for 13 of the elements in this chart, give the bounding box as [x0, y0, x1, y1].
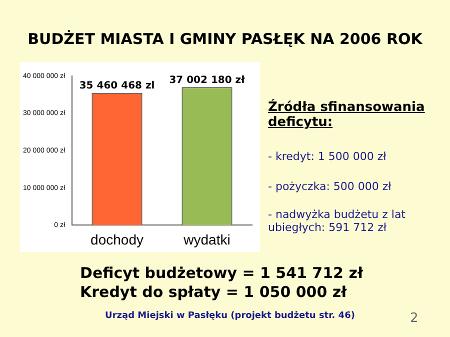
- data-label: 35 460 468 zl: [79, 80, 155, 92]
- text: Deficyt budżetowy = 1 541 712 zł: [80, 264, 364, 282]
- text: Kredyt do spłaty = 1 050 000 zł: [80, 283, 348, 301]
- chart-title: BUDŻET MIASTA I GMINY PASŁĘK NA 2006 ROK: [26, 30, 424, 48]
- text: Źródła sfinansowania deficytu:: [268, 100, 426, 130]
- text: - nadwyżka budżetu z lat ubiegłych: 591 712 zł: [268, 208, 406, 234]
- x-tick-label: dochody: [90, 231, 144, 248]
- text: Urząd Miejski w Pasłęku (projekt budżetu str. 46): [104, 311, 356, 321]
- x-tick-label: wydatki: [182, 231, 230, 248]
- text: - kredyt: 1 500 000 zł: [268, 150, 388, 163]
- text: 2: [410, 311, 420, 326]
- text: - pożyczka: 500 000 zł: [268, 180, 392, 193]
- data-label: 37 002 180 zł: [169, 74, 246, 86]
